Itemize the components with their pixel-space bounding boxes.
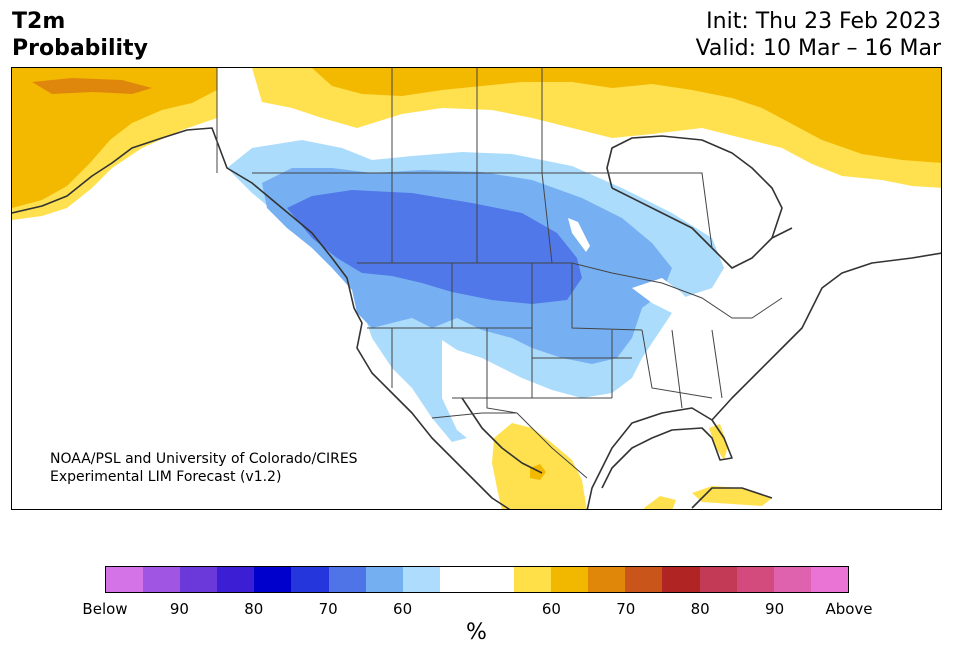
credit-text: NOAA/PSL and University of Colorado/CIRE…	[50, 450, 358, 486]
coastlines	[12, 127, 941, 509]
great-lakes	[632, 278, 702, 328]
alaska-above-high	[32, 78, 152, 94]
colorbar-units: %	[466, 620, 487, 645]
colorbar-segment	[180, 567, 218, 592]
colorbar-segment	[773, 567, 811, 592]
colorbar-segment	[254, 567, 292, 592]
colorbar-tick-label: Above	[825, 600, 873, 618]
colorbar-segment	[625, 567, 663, 592]
colorbar-segment	[143, 567, 181, 592]
colorbar-segment	[106, 567, 144, 592]
forecast-dates: Init: Thu 23 Feb 2023 Valid: 10 Mar – 16…	[696, 8, 941, 62]
credit-line-1: NOAA/PSL and University of Colorado/CIRE…	[50, 451, 358, 467]
colorbar-tick-label: 80	[690, 600, 710, 618]
title-line-1: T2m	[12, 9, 66, 34]
alaska-above-mid	[12, 68, 217, 208]
colorbar-segment	[736, 567, 774, 592]
colorbar-tick-label: 90	[765, 600, 785, 618]
colorbar-segment	[402, 567, 440, 592]
valid-range: Valid: 10 Mar – 16 Mar	[695, 36, 941, 61]
forecast-map: NOAA/PSL and University of Colorado/CIRE…	[11, 67, 942, 510]
init-date: Init: Thu 23 Feb 2023	[706, 9, 941, 34]
colorbar-tick-label: 90	[169, 600, 189, 618]
colorbar-segment	[514, 567, 552, 592]
colorbar-segment	[699, 567, 737, 592]
colorbar-tick-label: 60	[541, 600, 561, 618]
mexico-above-mid	[530, 464, 546, 480]
map-title: T2m Probability	[12, 8, 148, 62]
colorbar-segment	[588, 567, 626, 592]
probability-colorbar	[105, 566, 849, 593]
credit-line-2: Experimental LIM Forecast (v1.2)	[50, 469, 282, 485]
caribbean-above	[644, 496, 676, 509]
colorbar-tick-label: 80	[244, 600, 264, 618]
colorbar-segment	[328, 567, 366, 592]
colorbar-segment	[551, 567, 589, 592]
colorbar-segment	[291, 567, 329, 592]
colorbar-segment	[662, 567, 700, 592]
lake-winnipeg	[568, 218, 590, 252]
colorbar-tick-label: 60	[393, 600, 413, 618]
colorbar-segment	[476, 567, 515, 592]
colorbar-segment	[365, 567, 403, 592]
map-canvas	[12, 68, 941, 509]
arctic-above-mid	[312, 68, 941, 163]
political-borders	[216, 68, 783, 479]
cuba-above	[692, 486, 772, 506]
colorbar-tick-label: 70	[318, 600, 338, 618]
colorbar-tick-label: 70	[616, 600, 636, 618]
colorbar-segment	[217, 567, 255, 592]
cold-blue	[287, 190, 582, 304]
colorbar-ticks: Below 90 80 70 60 60 70 80 90 Above	[82, 600, 872, 620]
colorbar-segment	[810, 567, 848, 592]
colorbar-segment	[439, 567, 477, 592]
florida-above	[709, 424, 728, 460]
colorbar-tick-label: Below	[82, 600, 128, 618]
title-line-2: Probability	[12, 36, 148, 61]
